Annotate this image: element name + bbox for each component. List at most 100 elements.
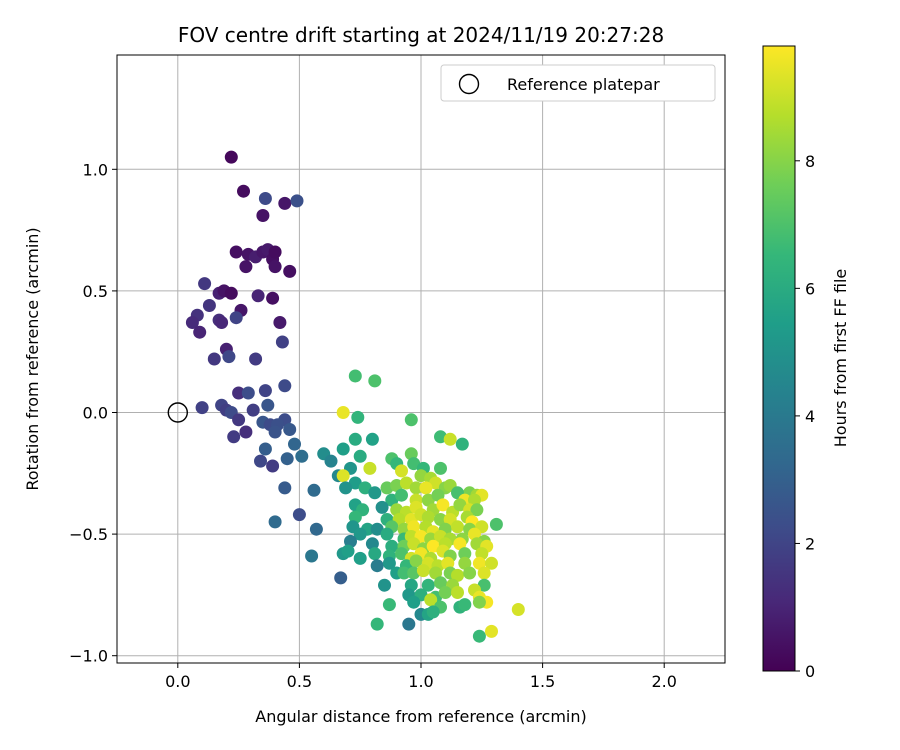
data-point xyxy=(353,449,367,463)
data-point xyxy=(215,316,229,329)
y-axis-label: Rotation from reference (arcmin) xyxy=(23,227,42,490)
data-point xyxy=(368,374,382,388)
colorbar-tick-label: 4 xyxy=(805,407,815,426)
y-tick-label: 1.0 xyxy=(83,160,108,179)
data-point xyxy=(451,520,464,534)
data-point xyxy=(421,578,435,592)
legend-marker xyxy=(458,73,480,95)
chart-title: FOV centre drift starting at 2024/11/19 … xyxy=(178,23,664,47)
data-point xyxy=(451,586,464,599)
data-point xyxy=(489,517,503,531)
x-axis-ticks: 0.0 0.5 1.0 1.5 2.0 xyxy=(165,663,677,691)
reference-marker-group xyxy=(167,402,189,423)
x-tick-label: 1.0 xyxy=(408,672,433,691)
data-point xyxy=(292,508,306,522)
data-point xyxy=(365,537,379,551)
data-point xyxy=(395,464,408,478)
data-point xyxy=(458,598,472,612)
data-point xyxy=(385,493,399,507)
data-point xyxy=(246,403,260,417)
data-point xyxy=(207,352,221,366)
data-point xyxy=(336,469,350,483)
data-point xyxy=(278,481,292,495)
data-point xyxy=(229,245,243,259)
data-point xyxy=(348,432,362,446)
data-point xyxy=(185,316,199,329)
data-point xyxy=(336,442,350,456)
data-point xyxy=(268,245,282,259)
data-point xyxy=(407,566,421,580)
data-point xyxy=(224,150,238,164)
data-point xyxy=(336,406,350,419)
data-point xyxy=(288,437,301,451)
data-point xyxy=(278,196,292,210)
data-point xyxy=(380,527,394,541)
data-point xyxy=(385,539,399,553)
data-point xyxy=(399,476,413,490)
data-point xyxy=(305,549,319,563)
data-point xyxy=(307,483,321,497)
data-point xyxy=(334,571,348,585)
data-point xyxy=(258,442,272,456)
data-point xyxy=(407,537,421,551)
data-point xyxy=(348,369,362,383)
data-point xyxy=(295,449,309,463)
data-point xyxy=(232,413,246,427)
data-point xyxy=(407,520,421,534)
data-point xyxy=(441,556,455,570)
data-point xyxy=(268,260,282,274)
data-point xyxy=(468,493,481,507)
y-tick-label: −1.0 xyxy=(69,647,108,666)
data-point xyxy=(363,461,377,475)
data-point xyxy=(475,547,489,561)
x-axis-label: Angular distance from reference (arcmin) xyxy=(255,707,586,726)
x-tick-label: 0.5 xyxy=(287,672,312,691)
data-point xyxy=(419,481,433,495)
data-point xyxy=(463,566,477,580)
data-point xyxy=(198,277,212,291)
data-point xyxy=(368,486,382,500)
data-point xyxy=(375,500,389,514)
data-point xyxy=(249,352,263,366)
data-point xyxy=(309,522,323,536)
data-point xyxy=(358,481,372,495)
x-tick-label: 0.0 xyxy=(165,672,190,691)
data-point xyxy=(485,556,498,570)
data-point xyxy=(390,503,404,517)
data-point xyxy=(426,539,440,553)
colorbar: 0 2 4 6 8 Hours from first FF file xyxy=(762,45,850,681)
data-point xyxy=(268,425,282,439)
colorbar-tick-label: 2 xyxy=(805,534,815,553)
colorbar-tick-label: 0 xyxy=(805,662,815,681)
data-point xyxy=(370,559,384,573)
data-point xyxy=(195,401,209,415)
legend-box xyxy=(440,64,716,102)
data-point xyxy=(434,461,447,475)
data-point xyxy=(224,286,238,300)
data-point xyxy=(443,432,457,446)
data-point xyxy=(283,264,297,278)
data-point xyxy=(434,576,447,590)
y-tick-label: 0.0 xyxy=(83,404,108,423)
data-point xyxy=(453,537,467,551)
data-point xyxy=(455,437,469,451)
data-point xyxy=(378,578,391,592)
data-point xyxy=(348,476,362,490)
data-point xyxy=(280,452,294,466)
data-point xyxy=(421,493,435,507)
colorbar-tick-label: 6 xyxy=(805,279,815,298)
y-tick-label: 0.5 xyxy=(83,282,108,301)
data-point xyxy=(237,184,250,198)
data-point xyxy=(451,568,464,582)
data-point xyxy=(341,544,355,558)
x-tick-label: 1.5 xyxy=(530,672,555,691)
data-point xyxy=(426,605,440,619)
data-point xyxy=(485,624,498,638)
colorbar-gradient xyxy=(762,45,796,672)
data-point xyxy=(438,586,452,599)
data-point xyxy=(254,454,267,468)
data-point xyxy=(511,603,525,616)
data-point xyxy=(404,447,418,461)
data-point xyxy=(251,289,265,303)
data-point xyxy=(404,413,418,427)
